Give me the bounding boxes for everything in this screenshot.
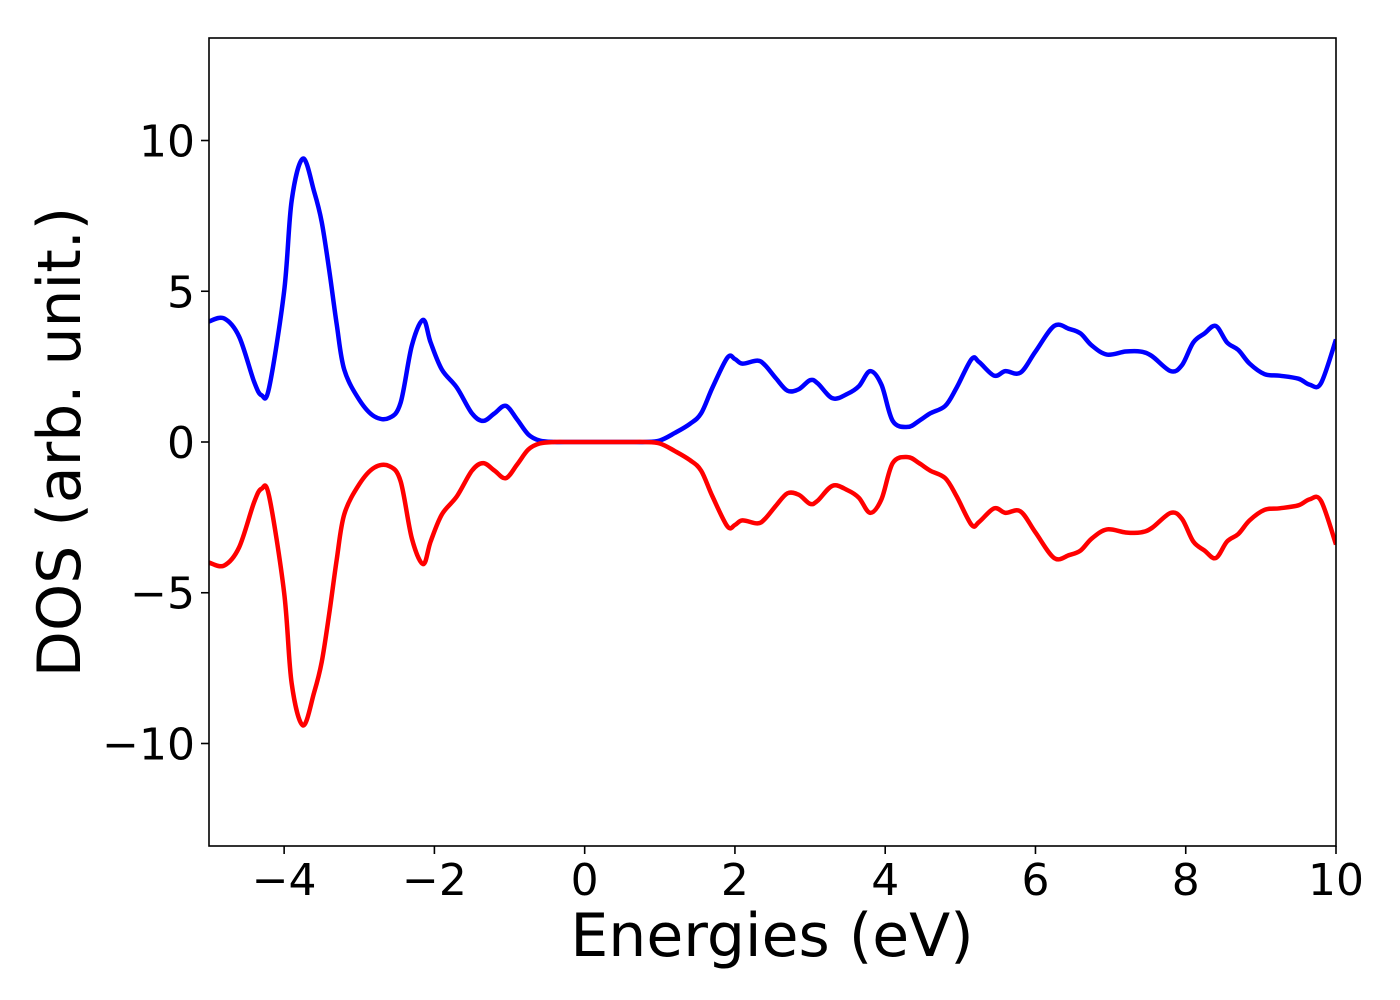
x-tick-label: 10 — [1308, 855, 1364, 906]
x-axis-label: Energies (eV) — [570, 901, 973, 971]
y-tick-label: −10 — [102, 719, 195, 770]
y-axis-label: DOS (arb. unit.) — [25, 207, 95, 677]
x-tick-label: 8 — [1172, 855, 1200, 906]
x-tick-label: 0 — [571, 855, 599, 906]
y-axis: 10 5 0 −5 −10 — [102, 117, 209, 770]
x-tick-label: 4 — [871, 855, 899, 906]
y-tick-label: −5 — [130, 569, 195, 620]
x-axis: −4 −2 0 2 4 6 8 10 — [252, 846, 1364, 906]
plot-background — [209, 38, 1336, 846]
x-tick-label: −4 — [252, 855, 317, 906]
x-tick-label: 2 — [721, 855, 749, 906]
x-tick-label: −2 — [402, 855, 467, 906]
series-line-2 — [209, 439, 1336, 728]
series-line-1 — [209, 156, 1336, 445]
x-tick-label: 6 — [1021, 855, 1049, 906]
series-layer — [209, 156, 1336, 728]
y-tick-label: 5 — [167, 267, 195, 318]
y-tick-label: 10 — [139, 117, 195, 168]
y-tick-label: 0 — [167, 418, 195, 469]
